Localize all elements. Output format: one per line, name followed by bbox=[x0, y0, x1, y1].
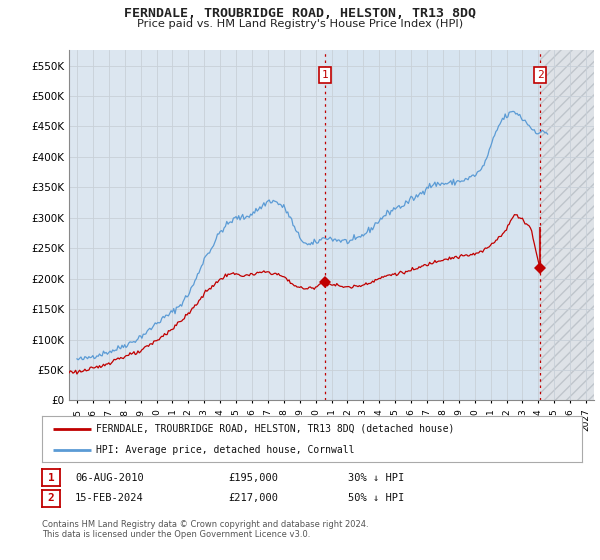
Text: £195,000: £195,000 bbox=[228, 473, 278, 483]
Text: Contains HM Land Registry data © Crown copyright and database right 2024.
This d: Contains HM Land Registry data © Crown c… bbox=[42, 520, 368, 539]
Text: 1: 1 bbox=[322, 70, 328, 80]
Text: 2: 2 bbox=[537, 70, 544, 80]
Text: Price paid vs. HM Land Registry's House Price Index (HPI): Price paid vs. HM Land Registry's House … bbox=[137, 19, 463, 29]
Text: 50% ↓ HPI: 50% ↓ HPI bbox=[348, 493, 404, 503]
Text: FERNDALE, TROUBRIDGE ROAD, HELSTON, TR13 8DQ (detached house): FERNDALE, TROUBRIDGE ROAD, HELSTON, TR13… bbox=[96, 424, 454, 434]
Text: 30% ↓ HPI: 30% ↓ HPI bbox=[348, 473, 404, 483]
Text: 06-AUG-2010: 06-AUG-2010 bbox=[75, 473, 144, 483]
Bar bbox=[325, 50, 540, 400]
Text: 1: 1 bbox=[47, 473, 55, 483]
Text: HPI: Average price, detached house, Cornwall: HPI: Average price, detached house, Corn… bbox=[96, 445, 355, 455]
Text: £217,000: £217,000 bbox=[228, 493, 278, 503]
Text: FERNDALE, TROUBRIDGE ROAD, HELSTON, TR13 8DQ: FERNDALE, TROUBRIDGE ROAD, HELSTON, TR13… bbox=[124, 7, 476, 20]
Bar bbox=[540, 50, 594, 400]
Text: 2: 2 bbox=[47, 493, 55, 503]
Text: 15-FEB-2024: 15-FEB-2024 bbox=[75, 493, 144, 503]
